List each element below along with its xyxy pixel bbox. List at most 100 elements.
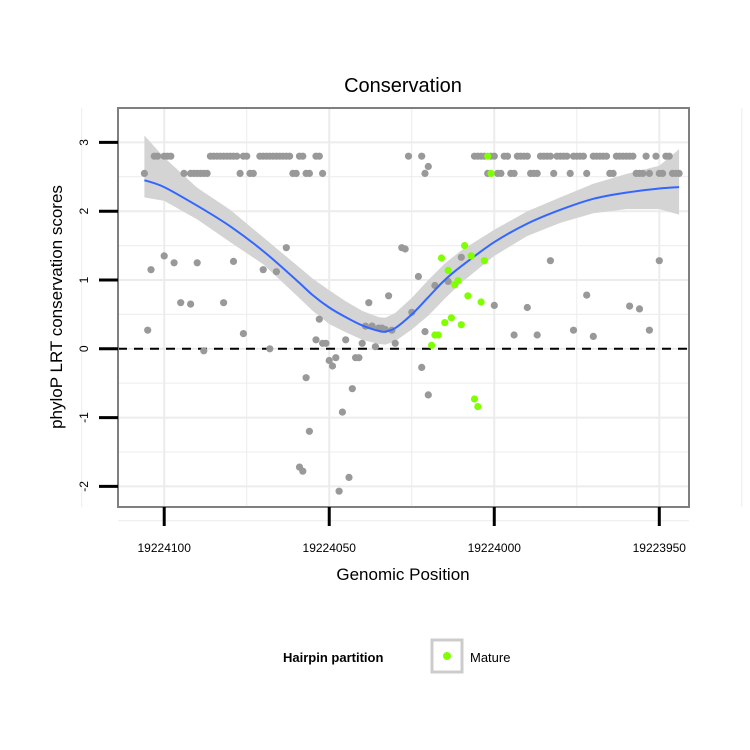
points-other (140, 152, 683, 495)
data-point-other (569, 326, 578, 334)
data-point-other (325, 356, 333, 365)
data-point-other (315, 152, 323, 160)
data-point-other (583, 291, 591, 299)
data-point-other (665, 152, 673, 160)
data-point-other (147, 266, 155, 274)
data-point-other (177, 299, 185, 307)
data-point-other (200, 347, 208, 355)
y-tick-label: -1 (77, 412, 91, 423)
data-point-other (583, 169, 591, 177)
x-axis: 19224100 19224050 19224000 19223950 (138, 507, 687, 555)
data-point-other (259, 266, 267, 274)
data-point-other (421, 169, 429, 177)
data-point-other (292, 169, 300, 177)
data-point-other (629, 152, 637, 160)
data-point-other (418, 363, 426, 371)
legend-title: Hairpin partition (283, 650, 383, 665)
data-point-other (332, 354, 340, 362)
data-point-other (626, 302, 634, 310)
data-point-other (355, 354, 363, 362)
data-point-other (404, 152, 413, 160)
legend: Hairpin partition Mature (283, 638, 510, 674)
data-point-other (233, 152, 241, 160)
data-point-other (371, 343, 379, 351)
data-point-other (302, 374, 310, 382)
data-point-other (675, 169, 683, 177)
data-point-other (497, 169, 505, 177)
data-point-mature (434, 331, 442, 339)
data-point-other (533, 331, 541, 339)
data-point-other (642, 152, 650, 160)
data-point-mature (457, 321, 465, 329)
legend-marker-mature (443, 652, 451, 660)
data-point-other (510, 169, 518, 177)
y-axis-title: phyloP LRT conservation scores (47, 185, 66, 429)
data-point-other (579, 152, 588, 160)
x-tick-label: 19224000 (468, 541, 522, 555)
y-tick-label: 3 (77, 139, 91, 146)
plot-panel (81, 107, 743, 522)
y-tick-label: 0 (77, 345, 91, 352)
data-point-other (345, 473, 353, 481)
data-point-mature (428, 341, 436, 349)
data-point-other (652, 152, 660, 160)
data-point-other (563, 152, 571, 160)
data-point-other (338, 408, 346, 416)
data-point-other (144, 326, 152, 334)
y-tick-label: -2 (77, 481, 91, 492)
data-point-mature (454, 277, 462, 285)
data-point-other (424, 162, 432, 171)
y-tick-label: 1 (77, 276, 91, 283)
plot-border (117, 107, 690, 508)
data-point-other (401, 245, 409, 253)
data-point-other (167, 152, 175, 160)
data-point-mature (480, 257, 488, 265)
data-point-mature (441, 319, 449, 327)
data-point-other (550, 169, 558, 177)
data-point-other (490, 301, 498, 309)
data-point-other (319, 169, 327, 177)
data-point-other (490, 152, 498, 160)
data-point-other (546, 257, 555, 265)
data-point-other (272, 268, 280, 276)
data-point-other (312, 336, 320, 344)
x-tick-label: 19224050 (303, 541, 357, 555)
data-point-other (249, 169, 257, 177)
data-point-mature (464, 292, 472, 300)
data-point-other (546, 152, 555, 160)
data-point-other (342, 336, 350, 344)
data-point-other (408, 308, 416, 316)
chart-title: Conservation (344, 75, 462, 97)
legend-label-mature: Mature (470, 650, 510, 665)
data-point-other (299, 467, 307, 475)
data-point-other (391, 339, 399, 347)
data-point-other (322, 339, 330, 347)
data-point-mature (447, 314, 455, 322)
points-mature (428, 152, 495, 411)
data-point-other (457, 253, 465, 261)
data-point-mature (461, 242, 469, 250)
data-point-other (418, 152, 426, 160)
confidence-band (144, 135, 680, 345)
data-point-other (414, 272, 422, 281)
data-point-mature (484, 152, 492, 160)
data-point-other (385, 292, 393, 300)
data-point-other (659, 169, 667, 177)
data-point-other (220, 299, 228, 307)
data-point-other (286, 152, 294, 160)
data-point-other (335, 487, 343, 495)
y-tick-label: 2 (77, 208, 91, 215)
data-point-other (609, 169, 617, 177)
data-point-other (348, 385, 356, 393)
data-point-other (523, 152, 531, 160)
x-tick-label: 19223950 (633, 541, 687, 555)
data-point-other (193, 259, 201, 267)
smooth-trend-line (144, 179, 680, 333)
data-point-other (328, 362, 337, 370)
data-point-other (503, 152, 512, 160)
x-tick-label: 19224100 (138, 541, 192, 555)
data-point-other (365, 299, 373, 307)
data-point-other (566, 169, 574, 177)
data-point-mature (470, 395, 479, 403)
